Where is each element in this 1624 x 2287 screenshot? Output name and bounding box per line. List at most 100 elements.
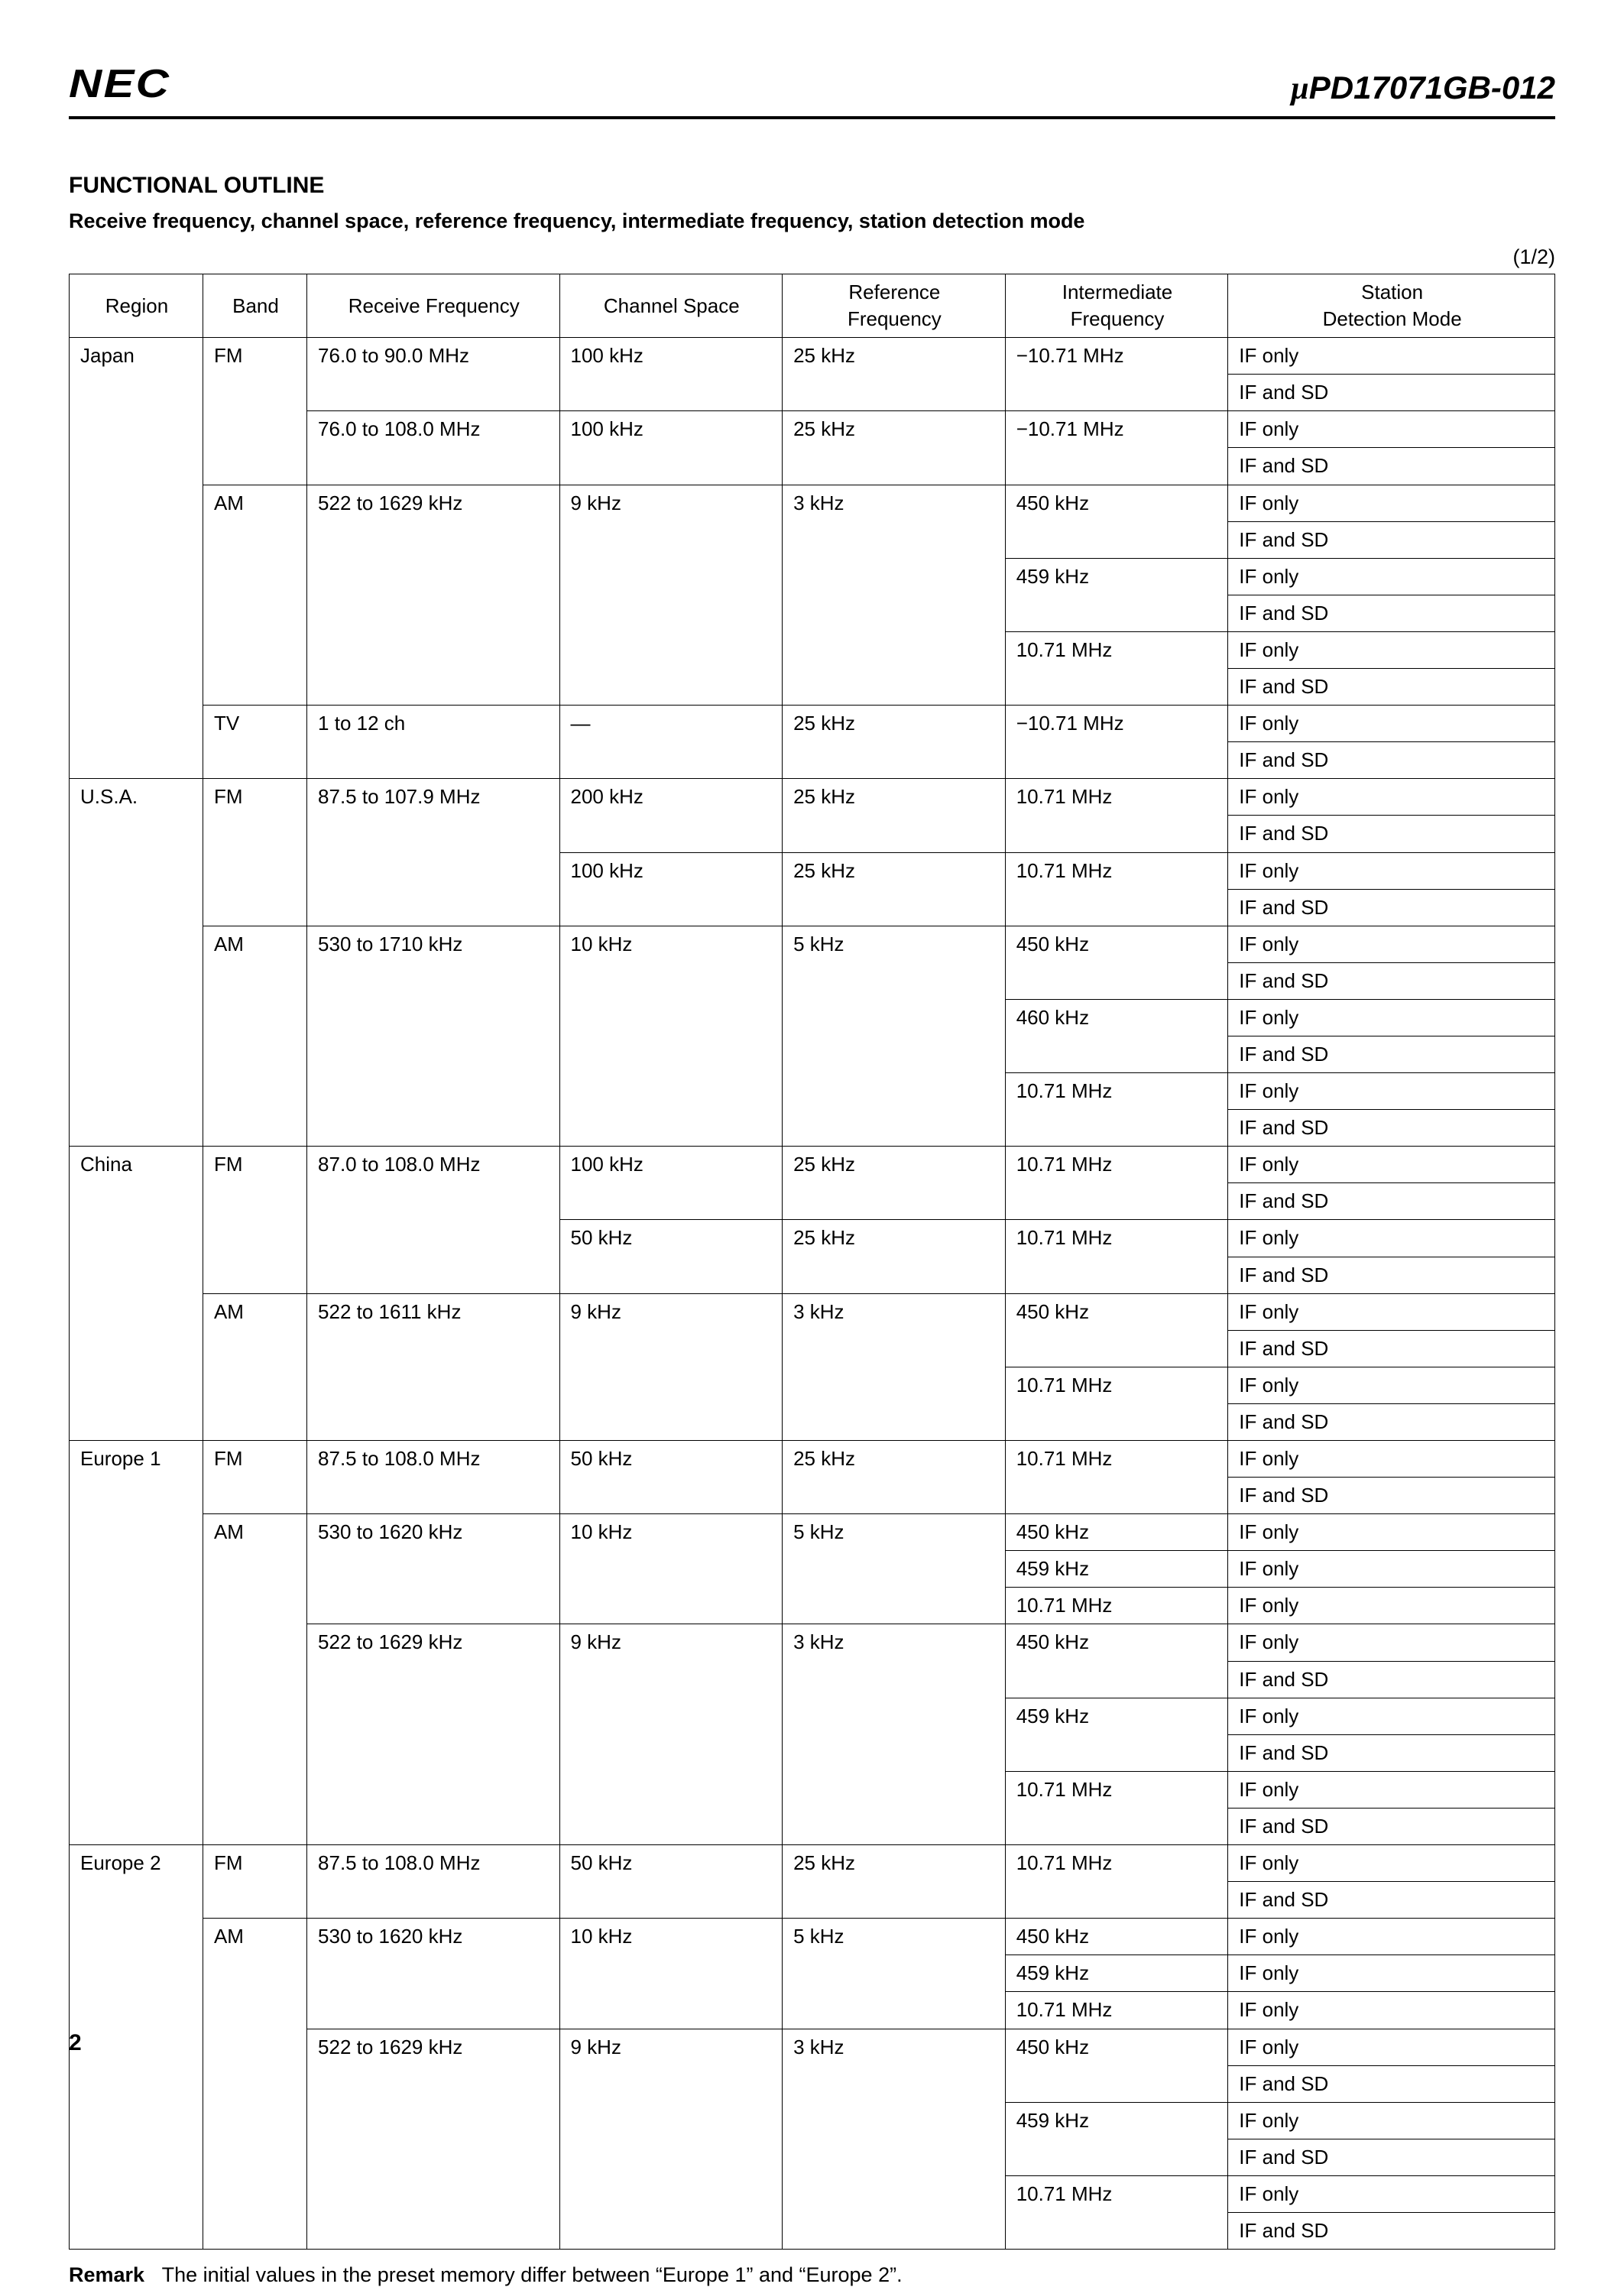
table-row: JapanFM76.0 to 90.0 MHz100 kHz25 kHz−10.… (70, 338, 1555, 375)
part-number-text: PD17071GB-012 (1309, 70, 1555, 105)
cell-ref-freq: 25 kHz (783, 1441, 1006, 1514)
table-row: AM530 to 1620 kHz10 kHz5 kHz450 kHzIF on… (70, 1514, 1555, 1551)
cell-region: Europe 2 (70, 1845, 203, 2250)
cell-detection-mode: IF and SD (1228, 962, 1555, 999)
cell-if-freq: 10.71 MHz (1005, 1588, 1228, 1624)
cell-detection-mode: IF and SD (1228, 1403, 1555, 1440)
cell-detection-mode: IF and SD (1228, 1882, 1555, 1919)
cell-detection-mode: IF and SD (1228, 1734, 1555, 1771)
cell-detection-mode: IF only (1228, 411, 1555, 448)
cell-detection-mode: IF only (1228, 485, 1555, 521)
table-row: Europe 2FM87.5 to 108.0 MHz50 kHz25 kHz1… (70, 1845, 1555, 1882)
cell-channel-space: 100 kHz (559, 852, 783, 926)
cell-band: AM (203, 1293, 306, 1440)
col-header: IntermediateFrequency (1005, 274, 1228, 338)
cell-channel-space: 50 kHz (559, 1220, 783, 1293)
col-header: Band (203, 274, 306, 338)
table-row: ChinaFM87.0 to 108.0 MHz100 kHz25 kHz10.… (70, 1147, 1555, 1183)
cell-rx-freq: 87.0 to 108.0 MHz (307, 1147, 559, 1293)
cell-detection-mode: IF only (1228, 1919, 1555, 1955)
cell-if-freq: 10.71 MHz (1005, 1441, 1228, 1514)
cell-channel-space: — (559, 706, 783, 779)
cell-ref-freq: 25 kHz (783, 1220, 1006, 1293)
table-row: AM530 to 1710 kHz10 kHz5 kHz450 kHzIF on… (70, 926, 1555, 962)
cell-if-freq: −10.71 MHz (1005, 706, 1228, 779)
cell-detection-mode: IF only (1228, 1293, 1555, 1330)
cell-channel-space: 100 kHz (559, 338, 783, 411)
cell-detection-mode: IF only (1228, 1367, 1555, 1403)
cell-detection-mode: IF only (1228, 852, 1555, 889)
cell-detection-mode: IF only (1228, 1992, 1555, 2029)
cell-detection-mode: IF only (1228, 1771, 1555, 1808)
cell-detection-mode: IF and SD (1228, 1808, 1555, 1844)
cell-if-freq: 10.71 MHz (1005, 631, 1228, 705)
cell-detection-mode: IF only (1228, 926, 1555, 962)
cell-detection-mode: IF and SD (1228, 2065, 1555, 2102)
cell-if-freq: 10.71 MHz (1005, 1073, 1228, 1147)
cell-detection-mode: IF only (1228, 1624, 1555, 1661)
cell-band: AM (203, 1514, 306, 1845)
table-row: TV1 to 12 ch—25 kHz−10.71 MHzIF only (70, 706, 1555, 742)
cell-detection-mode: IF and SD (1228, 1183, 1555, 1220)
cell-detection-mode: IF and SD (1228, 1661, 1555, 1698)
cell-detection-mode: IF only (1228, 999, 1555, 1036)
cell-channel-space: 200 kHz (559, 779, 783, 852)
cell-if-freq: 10.71 MHz (1005, 1367, 1228, 1440)
cell-if-freq: 10.71 MHz (1005, 852, 1228, 926)
cell-if-freq: 450 kHz (1005, 1514, 1228, 1551)
cell-if-freq: 459 kHz (1005, 2102, 1228, 2175)
cell-detection-mode: IF only (1228, 706, 1555, 742)
cell-band: AM (203, 926, 306, 1147)
cell-if-freq: 10.71 MHz (1005, 2175, 1228, 2249)
page-header: NEC µPD17071GB-012 (69, 61, 1555, 119)
spec-table: RegionBandReceive FrequencyChannel Space… (69, 274, 1555, 2250)
cell-region: Japan (70, 338, 203, 779)
cell-rx-freq: 87.5 to 107.9 MHz (307, 779, 559, 926)
cell-rx-freq: 76.0 to 108.0 MHz (307, 411, 559, 485)
cell-ref-freq: 5 kHz (783, 926, 1006, 1147)
cell-band: FM (203, 1147, 306, 1293)
cell-detection-mode: IF only (1228, 1698, 1555, 1734)
cell-detection-mode: IF and SD (1228, 742, 1555, 779)
section-title: FUNCTIONAL OUTLINE (69, 173, 1555, 199)
table-row: AM522 to 1611 kHz9 kHz3 kHz450 kHzIF onl… (70, 1293, 1555, 1330)
mu-glyph: µ (1291, 71, 1309, 106)
cell-ref-freq: 25 kHz (783, 338, 1006, 411)
cell-ref-freq: 25 kHz (783, 779, 1006, 852)
cell-rx-freq: 1 to 12 ch (307, 706, 559, 779)
cell-band: FM (203, 1845, 306, 1919)
cell-if-freq: 459 kHz (1005, 1698, 1228, 1771)
cell-detection-mode: IF and SD (1228, 375, 1555, 411)
cell-if-freq: 10.71 MHz (1005, 1845, 1228, 1919)
table-row: AM522 to 1629 kHz9 kHz3 kHz450 kHzIF onl… (70, 485, 1555, 521)
cell-detection-mode: IF and SD (1228, 669, 1555, 706)
cell-channel-space: 10 kHz (559, 926, 783, 1147)
cell-ref-freq: 25 kHz (783, 1147, 1006, 1220)
cell-rx-freq: 530 to 1620 kHz (307, 1919, 559, 2029)
col-header: StationDetection Mode (1228, 274, 1555, 338)
cell-if-freq: 459 kHz (1005, 1551, 1228, 1588)
cell-detection-mode: IF only (1228, 1073, 1555, 1110)
cell-region: China (70, 1147, 203, 1441)
cell-channel-space: 50 kHz (559, 1845, 783, 1919)
cell-ref-freq: 3 kHz (783, 485, 1006, 706)
cell-if-freq: 10.71 MHz (1005, 1771, 1228, 1844)
datasheet-page: NEC µPD17071GB-012 FUNCTIONAL OUTLINE Re… (0, 0, 1624, 2102)
cell-channel-space: 50 kHz (559, 1441, 783, 1514)
nec-logo: NEC (69, 61, 170, 107)
cell-detection-mode: IF only (1228, 1441, 1555, 1478)
cell-ref-freq: 3 kHz (783, 2029, 1006, 2250)
part-number: µPD17071GB-012 (1291, 70, 1555, 107)
cell-ref-freq: 25 kHz (783, 706, 1006, 779)
cell-if-freq: 450 kHz (1005, 485, 1228, 558)
remark-text: The initial values in the preset memory … (162, 2263, 903, 2286)
remark: Remark The initial values in the preset … (69, 2263, 1555, 2287)
cell-channel-space: 10 kHz (559, 1919, 783, 2029)
cell-channel-space: 100 kHz (559, 411, 783, 485)
cell-channel-space: 9 kHz (559, 2029, 783, 2250)
cell-band: TV (203, 706, 306, 779)
cell-if-freq: 10.71 MHz (1005, 779, 1228, 852)
cell-rx-freq: 522 to 1629 kHz (307, 1624, 559, 1845)
page-indicator: (1/2) (69, 245, 1555, 269)
cell-ref-freq: 25 kHz (783, 411, 1006, 485)
